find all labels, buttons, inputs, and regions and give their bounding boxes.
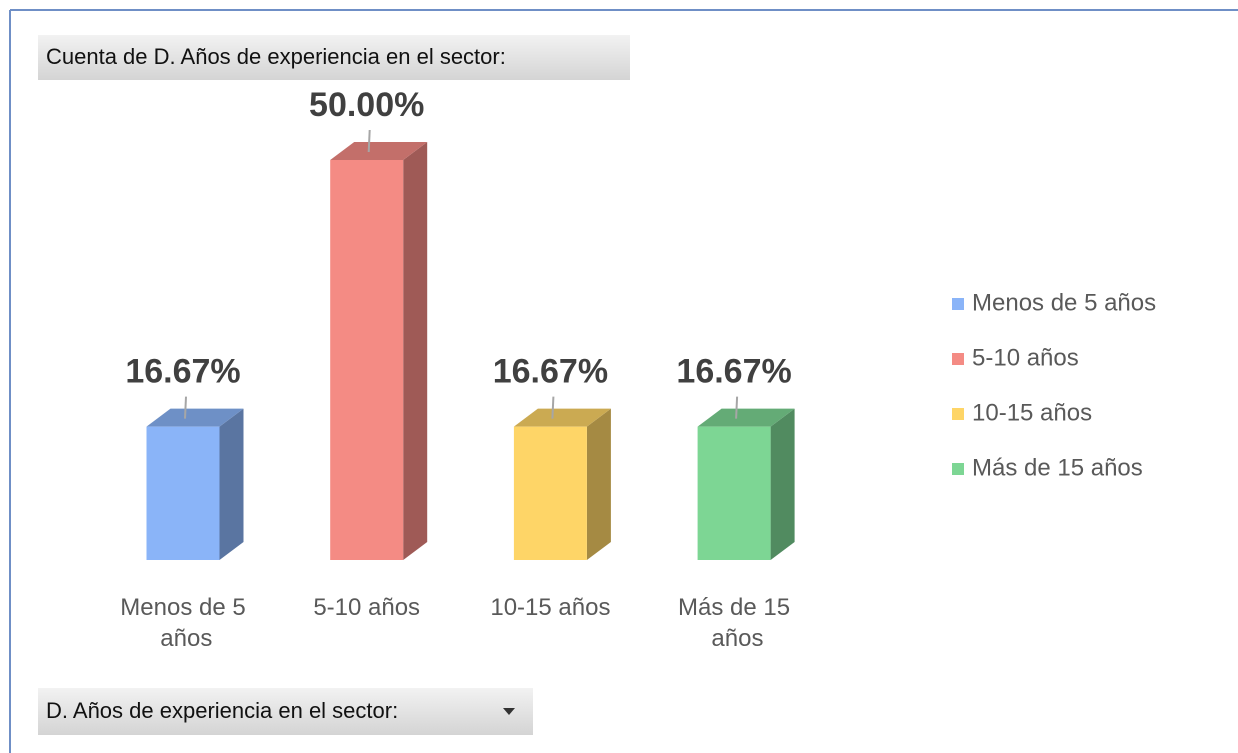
bar-side <box>219 408 244 560</box>
bar-front <box>697 426 771 560</box>
axis-field-button[interactable]: D. Años de experiencia en el sector: <box>38 688 533 735</box>
bar-top <box>146 408 244 427</box>
legend-label: Más de 15 años <box>972 454 1143 481</box>
bar-side <box>403 142 428 560</box>
value-field-button[interactable]: Cuenta de D. Años de experiencia en el s… <box>38 35 630 80</box>
bar <box>513 408 611 560</box>
bar-top <box>697 408 795 427</box>
bar-top <box>513 408 611 427</box>
bar-front <box>513 426 587 560</box>
leader-line <box>735 396 739 419</box>
bar-side <box>770 408 795 560</box>
bar-front <box>146 426 220 560</box>
bar-front <box>330 160 404 560</box>
x-tick-label: Menos de 5 años <box>120 594 245 652</box>
x-tick-label: Más de 15 años <box>678 594 790 652</box>
legend-label: Menos de 5 años <box>972 289 1156 316</box>
x-tick-label: 10-15 años <box>490 594 610 621</box>
data-label: 16.67% <box>493 353 608 391</box>
bar <box>146 408 244 560</box>
button-bg[interactable] <box>38 688 533 735</box>
leader-line <box>551 396 555 419</box>
leader-line <box>184 396 187 419</box>
data-label: 16.67% <box>125 353 240 391</box>
bar-top <box>330 142 428 160</box>
dropdown-arrow[interactable] <box>503 708 515 715</box>
data-label: 16.67% <box>676 353 791 391</box>
x-tick-label: 5-10 años <box>313 594 420 621</box>
bar <box>697 408 795 560</box>
legend-swatch <box>952 298 964 310</box>
button-bg[interactable] <box>38 35 630 80</box>
bar <box>330 142 428 560</box>
button-label[interactable]: Cuenta de D. Años de experiencia en el s… <box>46 44 506 69</box>
bar-side <box>586 408 611 560</box>
legend-label: 5-10 años <box>972 344 1079 371</box>
data-label: 50.00% <box>309 86 424 124</box>
button-label[interactable]: D. Años de experiencia en el sector: <box>46 698 398 723</box>
legend-swatch <box>952 463 964 475</box>
legend-swatch <box>952 353 964 365</box>
legend-label: 10-15 años <box>972 399 1092 426</box>
legend-swatch <box>952 408 964 420</box>
leader-line <box>367 129 371 153</box>
